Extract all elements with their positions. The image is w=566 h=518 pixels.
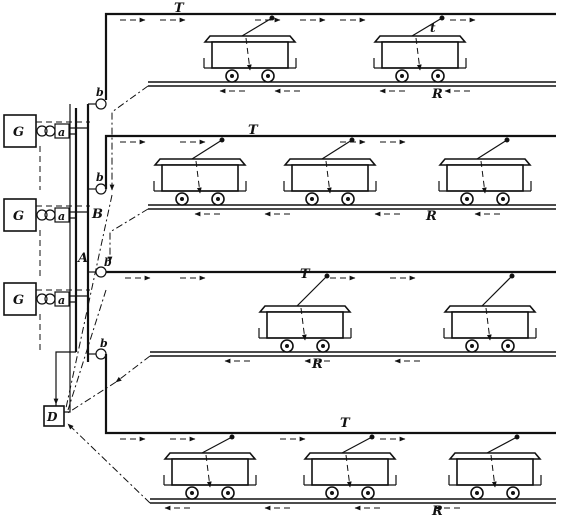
trolley-cars <box>153 15 542 500</box>
return-rail-label: R <box>431 504 443 518</box>
busbar-b-label: B <box>91 207 103 222</box>
switch-label: b <box>96 171 104 184</box>
distributor-box: D <box>43 405 65 427</box>
switch-label: b <box>100 337 108 350</box>
return-current-paths <box>53 85 151 504</box>
busbar-a-label: A <box>76 251 88 266</box>
trolley-car <box>283 137 377 206</box>
switch-2: b <box>88 171 107 195</box>
trolley-car <box>448 434 542 500</box>
generator-2: G a <box>3 198 70 232</box>
trolley-wire-4 <box>104 354 556 435</box>
trolley-wire-label: T <box>300 267 311 282</box>
trolley-wire-label: T <box>174 1 185 16</box>
switch-label: b <box>96 86 104 99</box>
trolley-car <box>203 15 297 83</box>
trolley-car <box>443 273 537 353</box>
generator-label: G <box>13 293 24 308</box>
generator-3: G a <box>3 282 70 316</box>
trolley-wire-2 <box>104 134 556 189</box>
trolley-car <box>373 15 467 83</box>
return-rail-4 <box>150 498 556 504</box>
trolley-car <box>163 434 257 500</box>
return-rail-label: R <box>425 209 437 224</box>
return-rail-label: R <box>311 357 323 372</box>
trolley-car <box>153 137 247 206</box>
trolley-wire-label: T <box>340 416 351 431</box>
trolley-car <box>303 434 397 500</box>
switch-label: b <box>104 256 112 269</box>
return-rail-2 <box>148 204 556 210</box>
trolley-car <box>258 273 352 353</box>
switch-3: b <box>88 256 112 278</box>
connector-label: a <box>58 210 65 223</box>
generator-label: G <box>13 125 24 140</box>
trolley-car <box>438 137 532 206</box>
trolley-wire-label: T <box>248 123 259 138</box>
trolley-wire-1 <box>104 12 556 100</box>
return-rail-1 <box>148 81 556 87</box>
connector-label: a <box>58 294 65 307</box>
trolley-pole-label: t <box>430 21 436 35</box>
current-flow-arrows <box>120 17 500 511</box>
distributor-label: D <box>46 410 58 424</box>
generator-1: G a <box>3 114 70 148</box>
return-rail-label: R <box>431 87 443 102</box>
connector-label: a <box>58 126 65 139</box>
generator-label: G <box>13 209 24 224</box>
return-rail-3 <box>150 351 556 357</box>
switch-1: b <box>88 86 107 110</box>
